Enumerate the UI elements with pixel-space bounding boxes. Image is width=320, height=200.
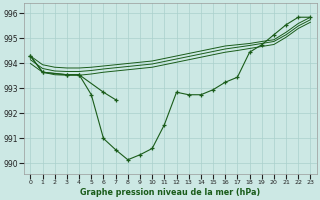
X-axis label: Graphe pression niveau de la mer (hPa): Graphe pression niveau de la mer (hPa) xyxy=(80,188,260,197)
